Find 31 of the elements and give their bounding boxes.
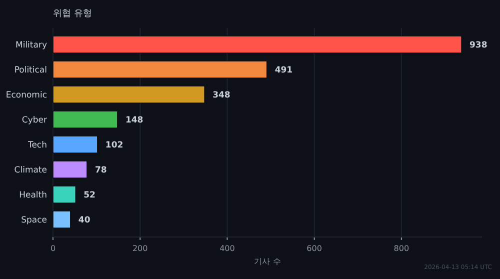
y-tick-label: Health [19,190,47,200]
chart-title: 위협 유형 [53,9,92,19]
data-label: 102 [105,140,124,150]
x-tick-label: 800 [394,244,410,253]
data-label: 148 [125,116,144,126]
bar [52,60,268,78]
bar [52,36,462,54]
data-label: 52 [84,190,96,200]
data-label: 938 [470,40,488,50]
y-tick-label: Cyber [22,116,48,126]
y-tick-label: Tech [26,140,47,150]
y-tick-label: Military [16,40,47,50]
bar [52,160,88,178]
y-tick-label: Climate [14,166,47,176]
y-tick-label: Political [14,66,47,76]
x-tick-label: 0 [50,244,56,253]
x-axis-title: 기사 수 [254,257,281,266]
x-tick-label: 400 [220,244,235,253]
data-label: 78 [94,166,107,176]
x-tick-label: 200 [132,244,148,253]
bar [52,210,71,228]
bar [52,186,76,204]
bar [52,110,118,128]
data-label: 40 [78,216,90,226]
bar [52,86,205,104]
bar [52,136,98,154]
y-tick-label: Economic [6,90,48,100]
data-label: 348 [212,90,230,100]
y-tick-label: Space [21,216,47,226]
data-label: 491 [274,66,293,76]
x-tick-label: 600 [306,244,322,253]
